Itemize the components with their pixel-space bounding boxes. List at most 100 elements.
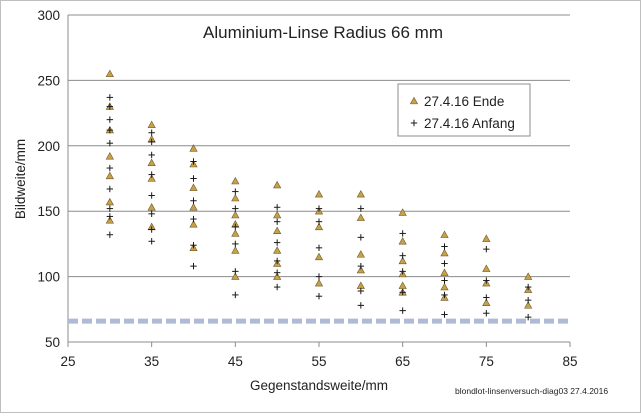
point-s2-13 — [148, 151, 155, 159]
y-tick-label-100: 100 — [37, 270, 60, 285]
point-s2-26 — [232, 205, 239, 212]
point-s2-29 — [232, 268, 239, 275]
point-s1-4 — [105, 152, 114, 160]
point-s2-62 — [524, 296, 532, 304]
legend-label-2: 27.4.16 Anfang — [424, 116, 515, 131]
point-s2-2 — [106, 103, 114, 110]
point-s1-1 — [105, 69, 114, 78]
x-tick-label-55: 55 — [311, 354, 326, 369]
point-s2-17 — [148, 226, 155, 233]
point-s2-50 — [399, 289, 406, 296]
point-s2-20 — [190, 175, 197, 182]
point-s2-24 — [190, 262, 197, 270]
point-s1-50 — [440, 248, 449, 257]
point-s2-42 — [357, 205, 365, 212]
point-s1-36 — [314, 252, 324, 261]
point-s2-15 — [148, 192, 155, 199]
point-s2-36 — [273, 283, 281, 291]
x-tick-label-35: 35 — [144, 354, 159, 369]
legend: 27.4.16 Ende 27.4.16 Anfang — [397, 83, 531, 137]
point-s2-35 — [273, 269, 281, 276]
point-s1-28 — [273, 210, 282, 219]
point-s2-55 — [441, 291, 448, 299]
point-s1-52 — [440, 282, 449, 291]
x-tick-label-65: 65 — [395, 354, 410, 369]
point-s2-18 — [148, 238, 155, 245]
point-s2-37 — [315, 205, 323, 212]
point-s2-47 — [399, 230, 406, 237]
point-s2-63 — [524, 313, 532, 321]
point-s2-32 — [273, 218, 281, 225]
point-s2-5 — [106, 139, 114, 147]
point-s1-55 — [482, 264, 491, 272]
point-s1-26 — [231, 272, 240, 280]
point-s2-8 — [106, 205, 114, 212]
point-s1-45 — [398, 256, 407, 265]
chart-footnote: blondlot-linsenversuch-diag03 27.4.2016 — [455, 386, 608, 396]
point-s1-42 — [356, 281, 365, 289]
point-s2-52 — [441, 243, 448, 250]
point-s1-57 — [482, 298, 491, 306]
gridlines — [68, 14, 570, 343]
point-s2-54 — [441, 277, 448, 284]
point-s2-60 — [483, 310, 490, 317]
point-s1-58 — [524, 272, 533, 280]
point-s2-44 — [357, 262, 365, 270]
point-s2-7 — [106, 185, 114, 193]
point-s1-17 — [189, 203, 198, 211]
point-s1-5 — [105, 171, 114, 180]
point-s2-10 — [106, 231, 114, 238]
point-s2-39 — [315, 244, 323, 252]
point-s1-14 — [189, 144, 198, 152]
legend-box — [397, 83, 531, 137]
point-s2-43 — [357, 234, 365, 241]
point-s2-61 — [524, 283, 532, 291]
point-s2-31 — [273, 204, 281, 211]
point-s1-40 — [356, 250, 365, 258]
point-s2-11 — [148, 129, 155, 136]
point-s2-22 — [190, 215, 197, 223]
point-s2-57 — [483, 245, 490, 253]
point-s1-20 — [231, 176, 240, 185]
point-s2-56 — [441, 311, 448, 318]
point-s1-22 — [231, 210, 240, 219]
legend-label-1: 27.4.16 Ende — [424, 94, 504, 109]
point-s2-27 — [232, 223, 239, 231]
point-s1-44 — [398, 237, 407, 245]
x-tick-label-45: 45 — [228, 354, 243, 369]
point-s1-30 — [273, 246, 282, 254]
series-2 — [106, 94, 532, 321]
point-s2-41 — [315, 293, 323, 300]
y-tick-label-200: 200 — [37, 139, 60, 154]
y-tick-label-250: 250 — [37, 73, 60, 88]
point-s1-24 — [231, 229, 240, 237]
point-s2-58 — [483, 277, 490, 284]
point-s2-38 — [315, 218, 323, 225]
point-s1-37 — [314, 278, 324, 287]
point-s1-35 — [314, 222, 324, 231]
point-s2-3 — [106, 116, 114, 123]
point-s1-11 — [147, 174, 156, 182]
y-tick-label-300: 300 — [37, 8, 60, 23]
point-s1-41 — [356, 265, 365, 274]
point-s1-33 — [314, 189, 324, 198]
point-s2-45 — [357, 287, 365, 295]
point-s2-51 — [399, 307, 406, 314]
point-s2-30 — [232, 291, 239, 299]
y-tick-label-150: 150 — [37, 204, 60, 219]
point-s1-12 — [147, 203, 156, 211]
point-s2-4 — [106, 126, 114, 134]
point-s1-29 — [273, 226, 282, 234]
point-s2-9 — [106, 213, 114, 220]
point-s1-39 — [356, 213, 365, 221]
point-s2-25 — [232, 188, 239, 195]
point-s1-10 — [147, 158, 156, 166]
point-s1-38 — [356, 189, 365, 198]
point-s1-21 — [231, 193, 240, 202]
point-s2-19 — [190, 158, 197, 165]
point-s1-51 — [440, 268, 449, 276]
data-points — [105, 69, 533, 321]
point-s2-59 — [483, 294, 490, 301]
